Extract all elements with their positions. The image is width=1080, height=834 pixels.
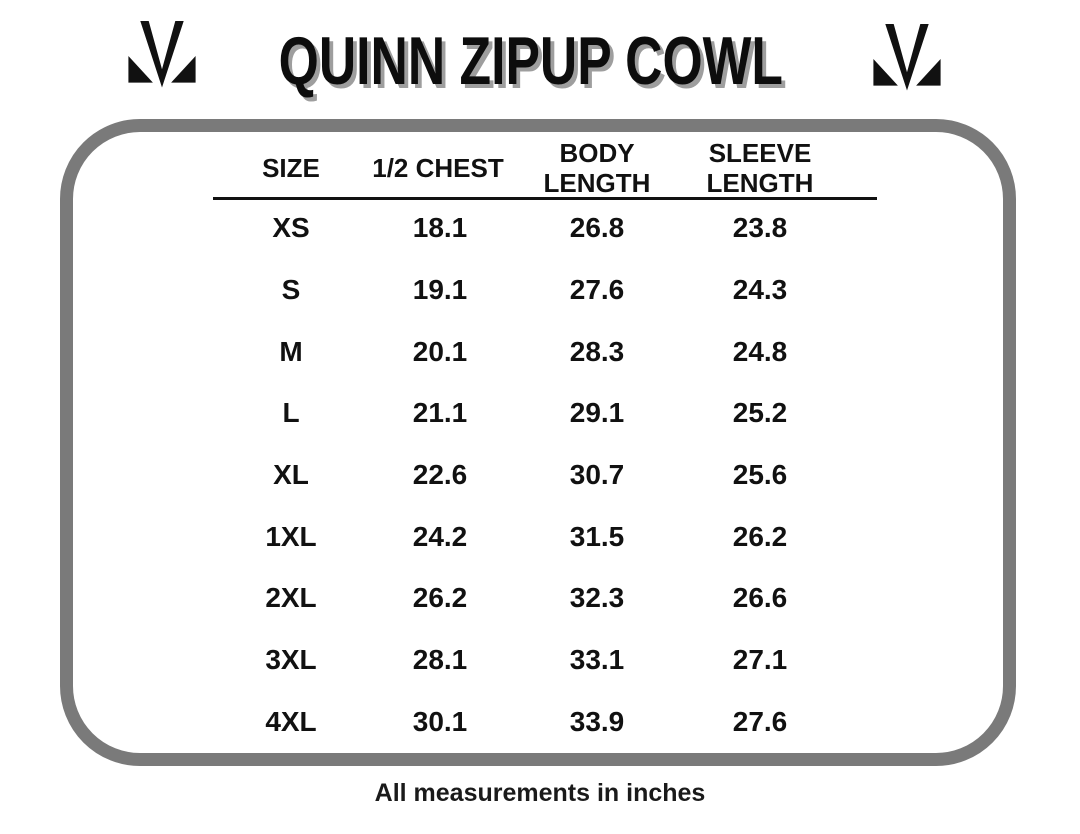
sleeve-length-value: 26.2 bbox=[732, 521, 788, 552]
sleeve-length-value: 27.1 bbox=[732, 644, 788, 675]
sleeve-length-value: 23.8 bbox=[732, 212, 788, 243]
size-label: S bbox=[281, 274, 301, 305]
size-label: L bbox=[282, 397, 300, 428]
size-label: 1XL bbox=[265, 521, 317, 552]
size-chart-frame bbox=[60, 119, 1016, 766]
half-chest-value: 22.6 bbox=[412, 459, 468, 490]
body-length-value: 33.9 bbox=[569, 706, 625, 737]
body-length-value: 29.1 bbox=[569, 397, 625, 428]
half-chest-value: 28.1 bbox=[412, 644, 468, 675]
body-length-value: 31.5 bbox=[569, 521, 625, 552]
header-rule bbox=[213, 197, 877, 200]
body-length-value: 32.3 bbox=[569, 582, 625, 613]
body-length-value: 33.1 bbox=[569, 644, 625, 675]
body-length-value: 27.6 bbox=[569, 274, 625, 305]
page-title: QUINN ZIPUP COWL bbox=[278, 23, 784, 99]
column-header-sleeve-length: SLEEVE LENGTH bbox=[706, 138, 814, 198]
measurements-note: All measurements in inches bbox=[374, 779, 706, 807]
size-label: 4XL bbox=[265, 706, 317, 737]
half-chest-value: 18.1 bbox=[412, 212, 468, 243]
mv-monogram-icon bbox=[128, 21, 196, 88]
sleeve-length-value: 27.6 bbox=[732, 706, 788, 737]
half-chest-value: 21.1 bbox=[412, 397, 468, 428]
column-header-body-length: BODY LENGTH bbox=[543, 138, 651, 198]
table-row: L 21.1 29.1 25.2 bbox=[0, 397, 1080, 429]
table-row: 2XL 26.2 32.3 26.6 bbox=[0, 582, 1080, 614]
half-chest-value: 30.1 bbox=[412, 706, 468, 737]
table-row: 1XL 24.2 31.5 26.2 bbox=[0, 521, 1080, 553]
body-length-value: 28.3 bbox=[569, 336, 625, 367]
table-row: 3XL 28.1 33.1 27.1 bbox=[0, 644, 1080, 676]
size-label: XL bbox=[273, 459, 309, 490]
half-chest-value: 24.2 bbox=[412, 521, 468, 552]
column-header-half-chest: 1/2 CHEST bbox=[372, 153, 504, 183]
table-row: S 19.1 27.6 24.3 bbox=[0, 274, 1080, 306]
size-label: 2XL bbox=[265, 582, 317, 613]
sleeve-length-value: 24.8 bbox=[732, 336, 788, 367]
size-label: XS bbox=[272, 212, 310, 243]
table-row: M 20.1 28.3 24.8 bbox=[0, 336, 1080, 368]
sleeve-length-value: 24.3 bbox=[732, 274, 788, 305]
column-header-size: SIZE bbox=[262, 153, 320, 183]
size-label: M bbox=[279, 336, 303, 367]
table-row: XL 22.6 30.7 25.6 bbox=[0, 459, 1080, 491]
half-chest-value: 19.1 bbox=[412, 274, 468, 305]
page-title-wrap: QUINN ZIPUP COWL bbox=[0, 20, 1062, 102]
half-chest-value: 20.1 bbox=[412, 336, 468, 367]
sleeve-length-value: 26.6 bbox=[732, 582, 788, 613]
body-length-value: 26.8 bbox=[569, 212, 625, 243]
half-chest-value: 26.2 bbox=[412, 582, 468, 613]
table-row: 4XL 30.1 33.9 27.6 bbox=[0, 706, 1080, 738]
size-label: 3XL bbox=[265, 644, 317, 675]
body-length-value: 30.7 bbox=[569, 459, 625, 490]
table-row: XS 18.1 26.8 23.8 bbox=[0, 212, 1080, 244]
sleeve-length-value: 25.6 bbox=[732, 459, 788, 490]
mv-monogram-icon bbox=[873, 24, 941, 91]
sleeve-length-value: 25.2 bbox=[732, 397, 788, 428]
